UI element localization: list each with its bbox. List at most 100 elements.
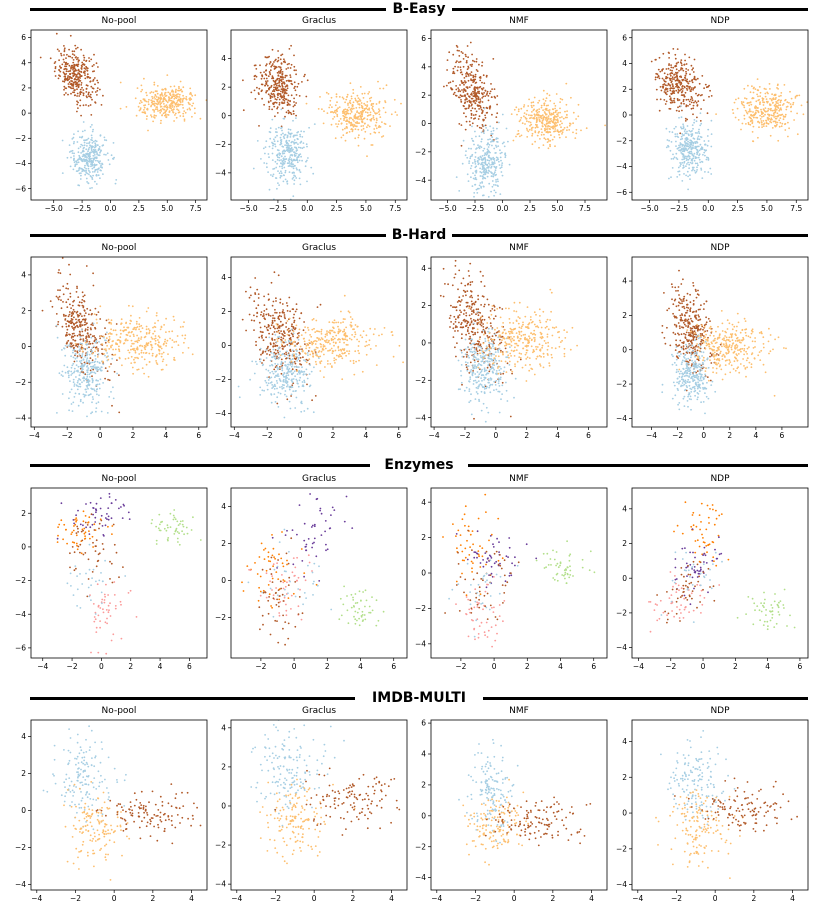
- data-point: [97, 154, 100, 157]
- data-point: [274, 177, 277, 179]
- data-point: [286, 144, 289, 147]
- data-point: [168, 104, 171, 106]
- data-point: [249, 286, 252, 289]
- data-point: [184, 337, 186, 340]
- y-tick-label: 2: [622, 85, 627, 94]
- data-point: [469, 64, 472, 66]
- data-point: [464, 108, 467, 110]
- data-point: [762, 101, 765, 104]
- data-point: [478, 126, 481, 129]
- data-point: [686, 149, 689, 152]
- data-point: [478, 108, 480, 110]
- data-point: [89, 309, 92, 312]
- data-point: [162, 358, 165, 361]
- row-rule-left: [30, 464, 370, 467]
- data-point: [307, 350, 310, 352]
- y-tick-label: −2: [15, 378, 26, 387]
- data-point: [683, 63, 686, 66]
- data-point: [490, 190, 492, 193]
- data-point: [751, 115, 754, 117]
- data-point: [269, 95, 272, 98]
- data-point: [541, 119, 544, 122]
- y-tick-label: −4: [616, 162, 627, 171]
- data-point: [531, 134, 533, 137]
- data-point: [674, 53, 677, 56]
- data-point: [92, 368, 95, 371]
- data-point: [271, 64, 273, 67]
- data-point: [91, 361, 94, 364]
- data-point: [677, 88, 680, 91]
- data-point: [710, 173, 713, 175]
- data-point: [73, 396, 76, 398]
- data-point: [88, 313, 90, 316]
- data-point: [384, 100, 386, 102]
- data-point: [120, 332, 122, 335]
- data-point: [174, 104, 177, 106]
- data-point: [182, 115, 185, 118]
- data-point: [784, 98, 787, 101]
- data-point: [774, 120, 777, 123]
- data-point: [776, 115, 779, 118]
- data-point: [705, 158, 708, 161]
- data-point: [698, 154, 700, 157]
- data-point: [281, 75, 283, 78]
- data-point: [364, 104, 367, 106]
- data-point: [743, 114, 746, 117]
- data-point: [282, 180, 285, 183]
- data-point: [306, 145, 308, 148]
- data-point: [285, 146, 288, 149]
- data-point: [131, 366, 134, 369]
- data-point: [254, 64, 257, 67]
- data-point: [471, 153, 474, 156]
- data-point: [73, 159, 75, 162]
- data-point: [487, 196, 490, 198]
- data-point: [504, 156, 507, 159]
- data-point: [130, 348, 132, 351]
- data-point: [700, 146, 703, 149]
- data-point: [282, 78, 284, 80]
- data-point: [153, 83, 156, 86]
- data-point: [665, 127, 668, 130]
- data-point: [88, 169, 90, 172]
- data-point: [461, 204, 463, 206]
- data-point: [682, 153, 685, 156]
- data-point: [696, 77, 699, 80]
- data-point: [740, 128, 742, 131]
- data-point: [170, 99, 173, 102]
- data-point: [556, 129, 559, 132]
- data-point: [731, 108, 734, 111]
- data-point: [348, 131, 351, 133]
- data-point: [490, 83, 492, 85]
- data-point: [679, 144, 682, 146]
- data-point: [148, 98, 150, 101]
- data-point: [269, 127, 272, 130]
- data-point: [358, 118, 360, 120]
- data-point: [553, 130, 555, 133]
- data-point: [481, 112, 483, 115]
- data-point: [292, 135, 295, 137]
- data-point: [154, 339, 157, 342]
- data-point: [384, 111, 387, 114]
- data-point: [682, 94, 685, 96]
- data-point: [118, 350, 121, 353]
- data-point: [55, 313, 58, 315]
- data-point: [89, 144, 91, 147]
- data-point: [118, 411, 121, 414]
- data-point: [656, 98, 658, 101]
- data-point: [269, 315, 272, 317]
- data-point: [668, 64, 670, 66]
- data-point: [794, 97, 797, 99]
- data-point: [381, 136, 383, 138]
- data-point: [146, 94, 148, 97]
- data-point: [678, 79, 681, 82]
- data-point: [767, 109, 769, 112]
- data-point: [67, 85, 70, 88]
- data-point: [101, 360, 104, 363]
- data-point: [360, 102, 363, 104]
- data-point: [107, 318, 110, 321]
- data-point: [533, 113, 536, 116]
- data-point: [278, 156, 281, 159]
- data-point: [688, 167, 690, 170]
- x-tick-label: 4: [163, 431, 168, 440]
- data-point: [773, 109, 776, 111]
